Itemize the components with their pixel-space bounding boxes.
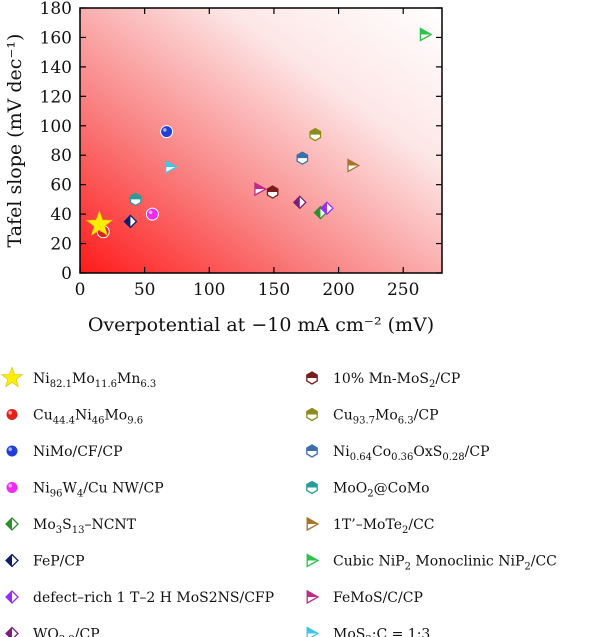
data-point <box>145 207 159 221</box>
legend-marker <box>306 371 318 385</box>
legend-marker <box>306 444 318 458</box>
data-point <box>160 125 174 139</box>
plot-area <box>80 8 442 273</box>
legend-marker <box>306 480 318 495</box>
data-point <box>320 201 334 216</box>
data-point <box>309 127 322 142</box>
data-markers <box>85 27 433 239</box>
legend-label: FeMoS/C/CP <box>333 590 423 606</box>
y-tick-label: 100 <box>40 117 72 137</box>
legend-marker <box>306 626 320 637</box>
data-point <box>292 195 307 210</box>
x-tick-label: 200 <box>322 280 354 300</box>
legend-label: WO2.9/CP <box>33 627 100 637</box>
plot-frame <box>79 7 443 274</box>
y-tick-label: 180 <box>40 0 72 19</box>
legend-marker <box>5 481 19 494</box>
legend-label: FeP/CP <box>33 554 85 570</box>
legend-marker <box>5 408 19 421</box>
axes: 0 50 100 150 200 250 0 20 40 60 80 100 120 140 160 180 O… <box>4 0 443 336</box>
x-tick-label: 0 <box>75 280 86 300</box>
data-point <box>165 159 178 175</box>
y-tick-label: 140 <box>40 58 72 78</box>
x-tick-label: 100 <box>193 280 225 300</box>
y-tick-label: 0 <box>61 264 72 284</box>
legend-marker <box>306 516 320 532</box>
legend-marker <box>5 626 19 637</box>
legend: Ni82.1Mo11.6Mn6.3 Cu44.4Ni46Mo9.6 NiMo/CF/… <box>0 366 557 637</box>
data-point <box>129 192 142 207</box>
legend-label: Mo3S13–NCNT <box>33 517 137 536</box>
legend-marker <box>0 366 24 388</box>
y-tick-label: 120 <box>40 87 72 107</box>
legend-marker <box>5 517 19 531</box>
data-point <box>254 181 268 197</box>
y-tick-label: 40 <box>50 205 72 225</box>
x-axis-label: Overpotential at −10 mA cm⁻² (mV) <box>88 314 434 336</box>
legend-label: Cu44.4Ni46Mo9.6 <box>33 408 143 427</box>
y-axis-label: Tafel slope (mV dec⁻¹) <box>4 34 26 248</box>
data-point <box>296 151 309 165</box>
x-tick-label: 50 <box>134 280 156 300</box>
legend-label: MoS2:C = 1:3 <box>333 627 430 637</box>
data-point <box>266 185 279 199</box>
legend-label: defect–rich 1 T–2 H MoS2NS/CFP <box>33 590 274 606</box>
legend-label: Ni82.1Mo11.6Mn6.3 <box>33 371 156 390</box>
legend-label: Ni96W4/Cu NW/CP <box>33 481 164 500</box>
legend-marker <box>306 589 320 605</box>
y-tick-label: 60 <box>50 176 72 196</box>
legend-label: MoO2@CoMo <box>333 481 430 500</box>
plot-background <box>80 8 442 273</box>
legend-label: Cubic NiP2 Monoclinic NiP2/CC <box>333 554 557 573</box>
legend-marker <box>5 553 19 568</box>
x-tick-label: 150 <box>258 280 290 300</box>
y-tick-label: 20 <box>50 235 72 255</box>
legend-label: Cu93.7Mo6.3/CP <box>333 408 439 427</box>
x-tick-label: 250 <box>387 280 419 300</box>
data-point <box>419 27 433 42</box>
legend-marker <box>5 590 19 604</box>
legend-marker <box>306 553 320 568</box>
legend-marker <box>5 444 19 458</box>
y-tick-label: 80 <box>50 146 72 166</box>
legend-label: 10% Mn-MoS2/CP <box>333 371 460 390</box>
data-point <box>347 158 361 173</box>
legend-marker <box>306 407 318 422</box>
data-point <box>123 214 138 229</box>
legend-label: NiMo/CF/CP <box>33 444 122 460</box>
y-tick-label: 160 <box>40 28 72 48</box>
data-point <box>85 210 114 237</box>
legend-label: Ni0.64Co0.36OxS0.28/CP <box>333 444 490 463</box>
legend-label: 1T’–MoTe2/CC <box>333 517 435 536</box>
